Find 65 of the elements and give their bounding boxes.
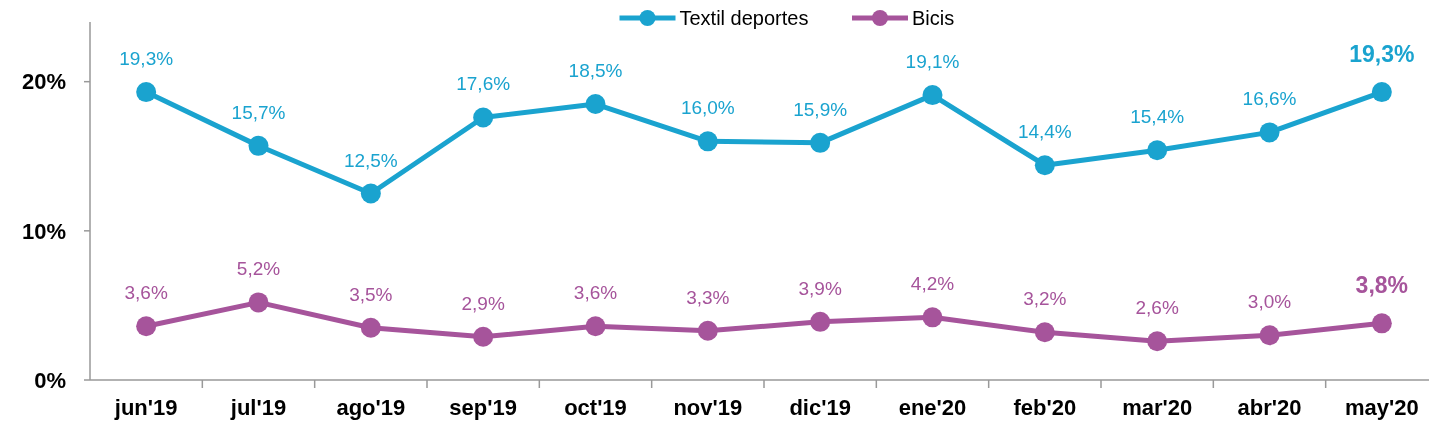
x-tick-label: nov'19 [673, 395, 743, 420]
x-tick-label: abr'20 [1237, 395, 1302, 420]
data-label: 16,0% [680, 97, 735, 119]
x-tick-label: ago'19 [336, 395, 406, 420]
y-tick-label: 10% [21, 218, 66, 244]
point [360, 183, 381, 204]
point [1147, 140, 1168, 161]
point [1371, 82, 1392, 103]
point [248, 135, 269, 156]
point [1371, 313, 1392, 334]
point [1259, 122, 1280, 143]
point [248, 292, 269, 313]
point [1259, 325, 1280, 346]
point [697, 320, 718, 341]
point [922, 85, 943, 106]
x-tick-label: mar'20 [1122, 395, 1193, 420]
point [473, 326, 494, 347]
data-label: 4,2% [910, 273, 955, 295]
point [810, 311, 831, 332]
point [360, 317, 381, 338]
x-tick-label: jun'19 [113, 395, 178, 420]
data-label: 3,2% [1023, 288, 1067, 310]
point [922, 307, 943, 328]
data-label: 19,3% [1349, 41, 1415, 68]
point [1034, 322, 1055, 343]
x-tick-label: sep'19 [449, 395, 517, 420]
data-label: 14,4% [1017, 121, 1072, 143]
data-label: 2,9% [461, 292, 505, 314]
data-label: 19,3% [119, 48, 174, 70]
legend-label: Bicis [912, 7, 955, 29]
point [136, 316, 157, 337]
data-label: 17,6% [456, 73, 511, 95]
legend-label: Textil deportes [679, 7, 809, 29]
x-tick-label: oct'19 [564, 395, 627, 420]
point [810, 132, 831, 153]
data-label: 3,9% [798, 277, 842, 299]
point [473, 107, 494, 128]
x-tick-label: jul'19 [229, 395, 287, 420]
data-label: 3,6% [573, 282, 618, 304]
data-label: 2,6% [1135, 297, 1179, 319]
x-tick-label: ene'20 [898, 395, 967, 420]
point [697, 131, 718, 152]
x-tick-label: dic'19 [789, 395, 851, 420]
y-tick-label: 20% [21, 69, 66, 95]
point [585, 316, 606, 337]
data-label: 19,1% [905, 51, 960, 73]
data-label: 12,5% [343, 149, 398, 171]
data-label: 3,8% [1355, 272, 1409, 299]
data-label: 3,5% [349, 283, 393, 305]
data-label: 3,0% [1247, 291, 1292, 313]
point [1034, 155, 1055, 176]
data-label: 3,3% [686, 286, 730, 308]
data-label: 18,5% [568, 60, 623, 82]
y-tick-label: 0% [34, 367, 66, 393]
data-label: 15,7% [231, 101, 286, 123]
point [1147, 331, 1168, 352]
data-label: 15,9% [793, 98, 848, 120]
x-tick-label: may'20 [1344, 395, 1419, 420]
data-label: 5,2% [236, 258, 281, 280]
data-label: 3,6% [124, 282, 168, 304]
data-label: 15,4% [1130, 106, 1185, 128]
data-label: 16,6% [1242, 88, 1297, 110]
point [136, 82, 157, 103]
point [585, 94, 606, 115]
x-tick-label: feb'20 [1013, 395, 1077, 420]
